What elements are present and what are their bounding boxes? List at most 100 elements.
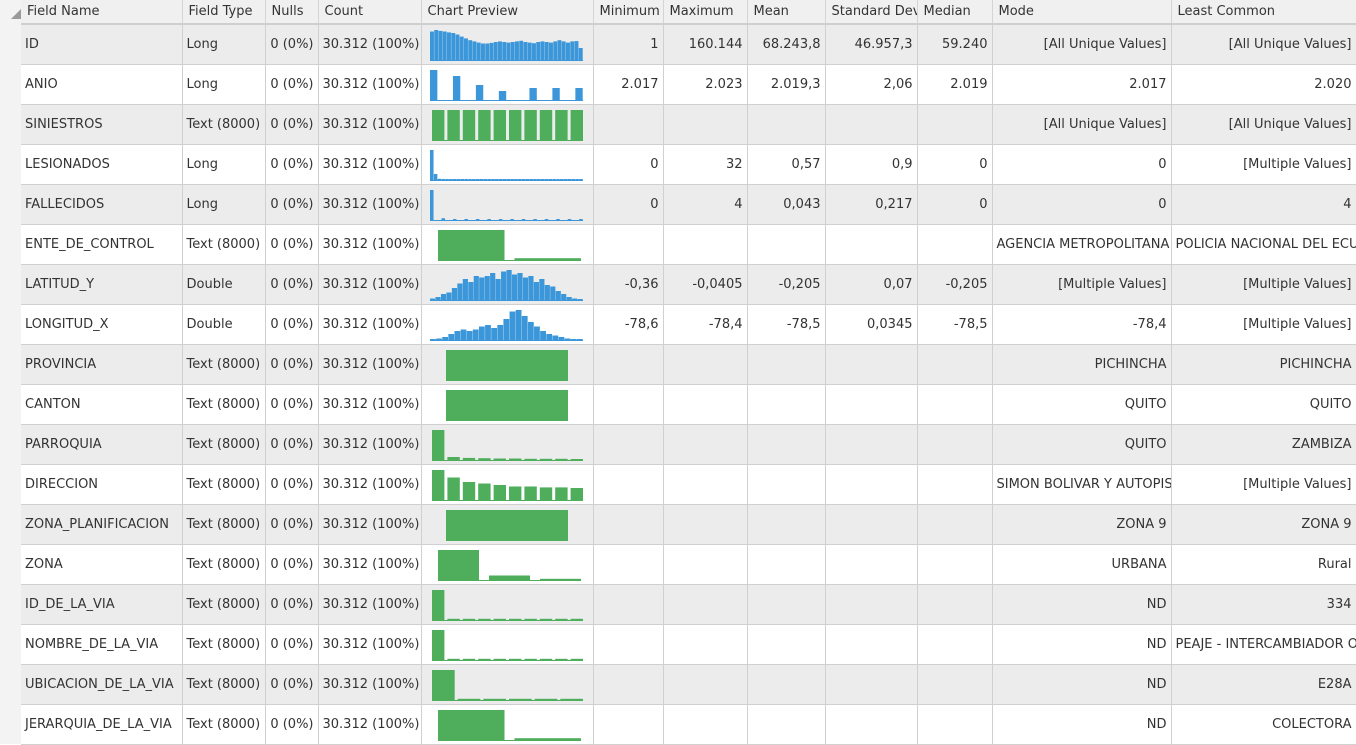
col-header-minimum[interactable]: Minimum (593, 0, 664, 25)
table-row[interactable]: LATITUD_Y Double 0 (0%) 30.312 (100%) -0,36-… (21, 264, 1356, 305)
field-type-cell: Text (8000) (182, 104, 266, 145)
chart-preview-cell[interactable] (421, 624, 594, 665)
chart-preview-cell[interactable] (421, 544, 594, 585)
col-header-mean[interactable]: Mean (747, 0, 826, 25)
chart-bar (569, 41, 574, 60)
chart-bar (455, 34, 459, 60)
chart-preview-cell[interactable] (421, 24, 594, 65)
table-row[interactable]: UBICACION_DE_LA_VIA Text (8000) 0 (0%) 30.3… (21, 664, 1356, 705)
chart-preview-hist[interactable] (422, 185, 593, 224)
chart-bar (442, 31, 447, 60)
chart-bar (508, 698, 532, 700)
chart-preview-cell[interactable] (421, 704, 594, 745)
field-type-cell: Text (8000) (182, 624, 266, 665)
col-header-field-name[interactable]: Field Name (21, 0, 183, 25)
chart-preview-cell[interactable] (421, 64, 594, 105)
mode-cell: [All Unique Values] (992, 24, 1172, 65)
col-header-mode[interactable]: Mode (992, 0, 1172, 25)
table-row[interactable]: PROVINCIA Text (8000) 0 (0%) 30.312 (100%) P… (21, 344, 1356, 385)
chart-preview-cell[interactable] (421, 664, 594, 705)
chart-preview-cat[interactable] (422, 105, 593, 144)
chart-bar (515, 310, 521, 340)
col-header-maximum[interactable]: Maximum (663, 0, 748, 25)
chart-preview-cell[interactable] (421, 184, 594, 225)
col-header-least-common[interactable]: Least Common (1171, 0, 1356, 25)
field-type-cell: Text (8000) (182, 464, 266, 505)
chart-preview-cell[interactable] (421, 344, 594, 385)
chart-preview-hist[interactable] (422, 65, 593, 104)
chart-bar (548, 42, 553, 60)
select-all-corner-icon[interactable] (11, 9, 21, 19)
chart-preview-hist[interactable] (422, 25, 593, 64)
chart-bar (493, 458, 506, 460)
chart-preview-cell[interactable] (421, 304, 594, 345)
chart-preview-single[interactable] (422, 345, 593, 384)
chart-bar (496, 325, 503, 340)
chart-bar (500, 271, 506, 300)
chart-preview-cat[interactable] (422, 625, 593, 664)
table-row[interactable]: DIRECCION Text (8000) 0 (0%) 30.312 (100%) S… (21, 464, 1356, 505)
maximum-cell (663, 664, 748, 705)
chart-preview-single[interactable] (422, 385, 593, 424)
col-header-field-type[interactable]: Field Type (182, 0, 266, 25)
chart-preview-hist[interactable] (422, 145, 593, 184)
table-row[interactable]: FALLECIDOS Long 0 (0%) 30.312 (100%) 0 4 0,043… (21, 184, 1356, 225)
chart-preview-cell[interactable] (421, 264, 594, 305)
chart-preview-cat[interactable] (422, 665, 593, 704)
col-header-std-dev[interactable]: Standard Dev (825, 0, 918, 25)
chart-preview-cell[interactable] (421, 384, 594, 425)
table-row[interactable]: LESIONADOS Long 0 (0%) 30.312 (100%) 0 32 0,57… (21, 144, 1356, 185)
chart-preview-cat[interactable] (422, 585, 593, 624)
chart-bar (554, 658, 568, 660)
chart-bar (523, 42, 527, 60)
nulls-cell: 0 (0%) (265, 104, 319, 145)
chart-preview-cell[interactable] (421, 224, 594, 265)
chart-bar (456, 179, 460, 180)
chart-bar (532, 179, 537, 180)
table-row[interactable]: ANIO Long 0 (0%) 30.312 (100%) 2.017 2.023 2.0… (21, 64, 1356, 105)
col-header-count[interactable]: Count (318, 0, 422, 25)
table-row[interactable]: ZONA Text (8000) 0 (0%) 30.312 (100%) URBANA… (21, 544, 1356, 585)
table-row[interactable]: NOMBRE_DE_LA_VIA Text (8000) 0 (0%) 30.312 … (21, 624, 1356, 665)
table-row[interactable]: ENTE_DE_CONTROL Text (8000) 0 (0%) 30.312 (… (21, 224, 1356, 265)
chart-preview-cell[interactable] (421, 584, 594, 625)
chart-bar (561, 41, 566, 60)
chart-bar (506, 179, 510, 180)
chart-preview-cat[interactable] (422, 705, 593, 744)
minimum-cell: 0 (593, 184, 664, 225)
chart-preview-cat[interactable] (422, 545, 593, 584)
chart-bar (484, 276, 490, 300)
table-row[interactable]: JERARQUIA_DE_LA_VIA Text (8000) 0 (0%) 30.3… (21, 704, 1356, 745)
std-dev-cell (825, 424, 918, 465)
table-row[interactable]: CANTON Text (8000) 0 (0%) 30.312 (100%) QUIT… (21, 384, 1356, 425)
col-header-median[interactable]: Median (917, 0, 993, 25)
col-header-chart-preview[interactable]: Chart Preview (421, 0, 594, 25)
minimum-cell (593, 424, 664, 465)
chart-bar (533, 282, 539, 300)
chart-preview-cell[interactable] (421, 144, 594, 185)
table-row[interactable]: ZONA_PLANIFICACION Text (8000) 0 (0%) 30.31… (21, 504, 1356, 545)
chart-preview-cat[interactable] (422, 225, 593, 264)
chart-bar (460, 329, 466, 340)
field-type-cell: Text (8000) (182, 544, 266, 585)
chart-preview-hist[interactable] (422, 305, 593, 344)
table-row[interactable]: ID Long 0 (0%) 30.312 (100%) 1 160.144 68.243,… (21, 24, 1356, 65)
chart-bar (578, 179, 583, 180)
chart-bar (483, 179, 487, 180)
chart-preview-cell[interactable] (421, 104, 594, 145)
chart-preview-cell[interactable] (421, 424, 594, 465)
chart-preview-single[interactable] (422, 505, 593, 544)
chart-bar (441, 337, 448, 340)
table-row[interactable]: PARROQUIA Text (8000) 0 (0%) 30.312 (100%) Q… (21, 424, 1356, 465)
chart-preview-hist[interactable] (422, 265, 593, 304)
col-header-nulls[interactable]: Nulls (265, 0, 319, 25)
chart-preview-cell[interactable] (421, 464, 594, 505)
chart-bar (446, 457, 460, 460)
chart-preview-cell[interactable] (421, 504, 594, 545)
chart-preview-cat[interactable] (422, 465, 593, 504)
chart-preview-cat[interactable] (422, 425, 593, 464)
table-row[interactable]: SINIESTROS Text (8000) 0 (0%) 30.312 (100%)… (21, 104, 1356, 145)
table-row[interactable]: LONGITUD_X Double 0 (0%) 30.312 (100%) -78,6… (21, 304, 1356, 345)
mode-cell: [Multiple Values] (992, 264, 1172, 305)
table-row[interactable]: ID_DE_LA_VIA Text (8000) 0 (0%) 30.312 (100… (21, 584, 1356, 625)
